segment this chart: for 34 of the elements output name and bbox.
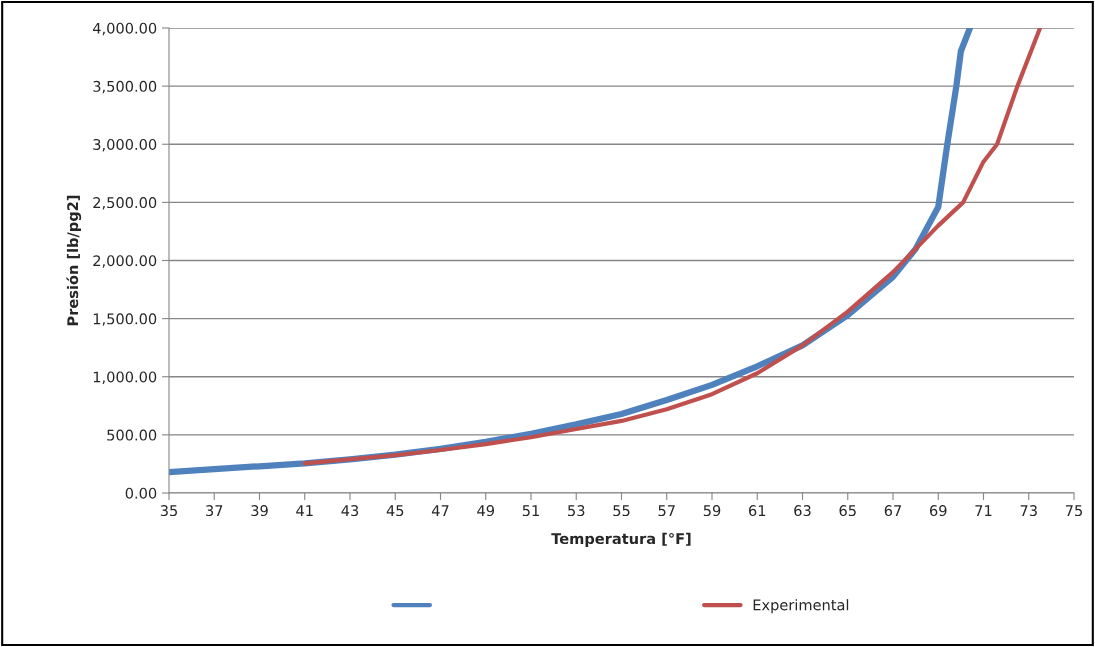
x-tick-label: 41 <box>296 505 313 516</box>
y-tick-label: 1,500.00 <box>93 313 157 326</box>
y-tick-label: 3,500.00 <box>93 80 157 94</box>
x-tick-label: 61 <box>748 505 766 517</box>
x-tick-label: 53 <box>568 505 585 517</box>
y-tick-label: 3,000.00 <box>93 138 157 152</box>
y-tick-label: 2,500.00 <box>93 197 157 210</box>
x-axis-title: Temperatura [°F] <box>551 532 691 547</box>
y-tick-label: 4,000.00 <box>92 22 157 36</box>
x-tick-label: 75 <box>1065 505 1082 517</box>
x-tick-label: 45 <box>386 505 404 517</box>
line-series <box>302 28 1043 466</box>
x-tick-label: 69 <box>929 505 947 517</box>
legend-label: Experimental <box>753 599 849 614</box>
x-tick-label: 59 <box>703 505 721 517</box>
y-tick-label: 500.00 <box>107 429 157 441</box>
x-tick-label: 51 <box>522 505 539 517</box>
x-tick-label: 55 <box>613 505 630 517</box>
x-tick-label: 63 <box>794 505 811 517</box>
y-tick-label: 1,000.00 <box>93 371 157 384</box>
x-tick-label: 47 <box>431 505 449 516</box>
x-tick-label: 67 <box>884 505 902 517</box>
x-tick-label: 71 <box>975 505 992 516</box>
x-tick-label: 35 <box>160 505 177 517</box>
x-tick-label: 39 <box>251 505 268 517</box>
y-axis-title: Presión [lb/pg2] <box>66 195 82 326</box>
x-tick-label: 73 <box>1020 505 1037 517</box>
y-tick-label: 2,000.00 <box>93 255 157 268</box>
x-tick-label: 37 <box>206 505 223 517</box>
x-tick-label: 65 <box>839 505 856 517</box>
y-tick-label: 0.00 <box>125 487 157 499</box>
x-tick-label: 43 <box>341 505 359 517</box>
x-tick-label: 57 <box>658 505 675 517</box>
x-tick-label: 49 <box>477 505 494 517</box>
